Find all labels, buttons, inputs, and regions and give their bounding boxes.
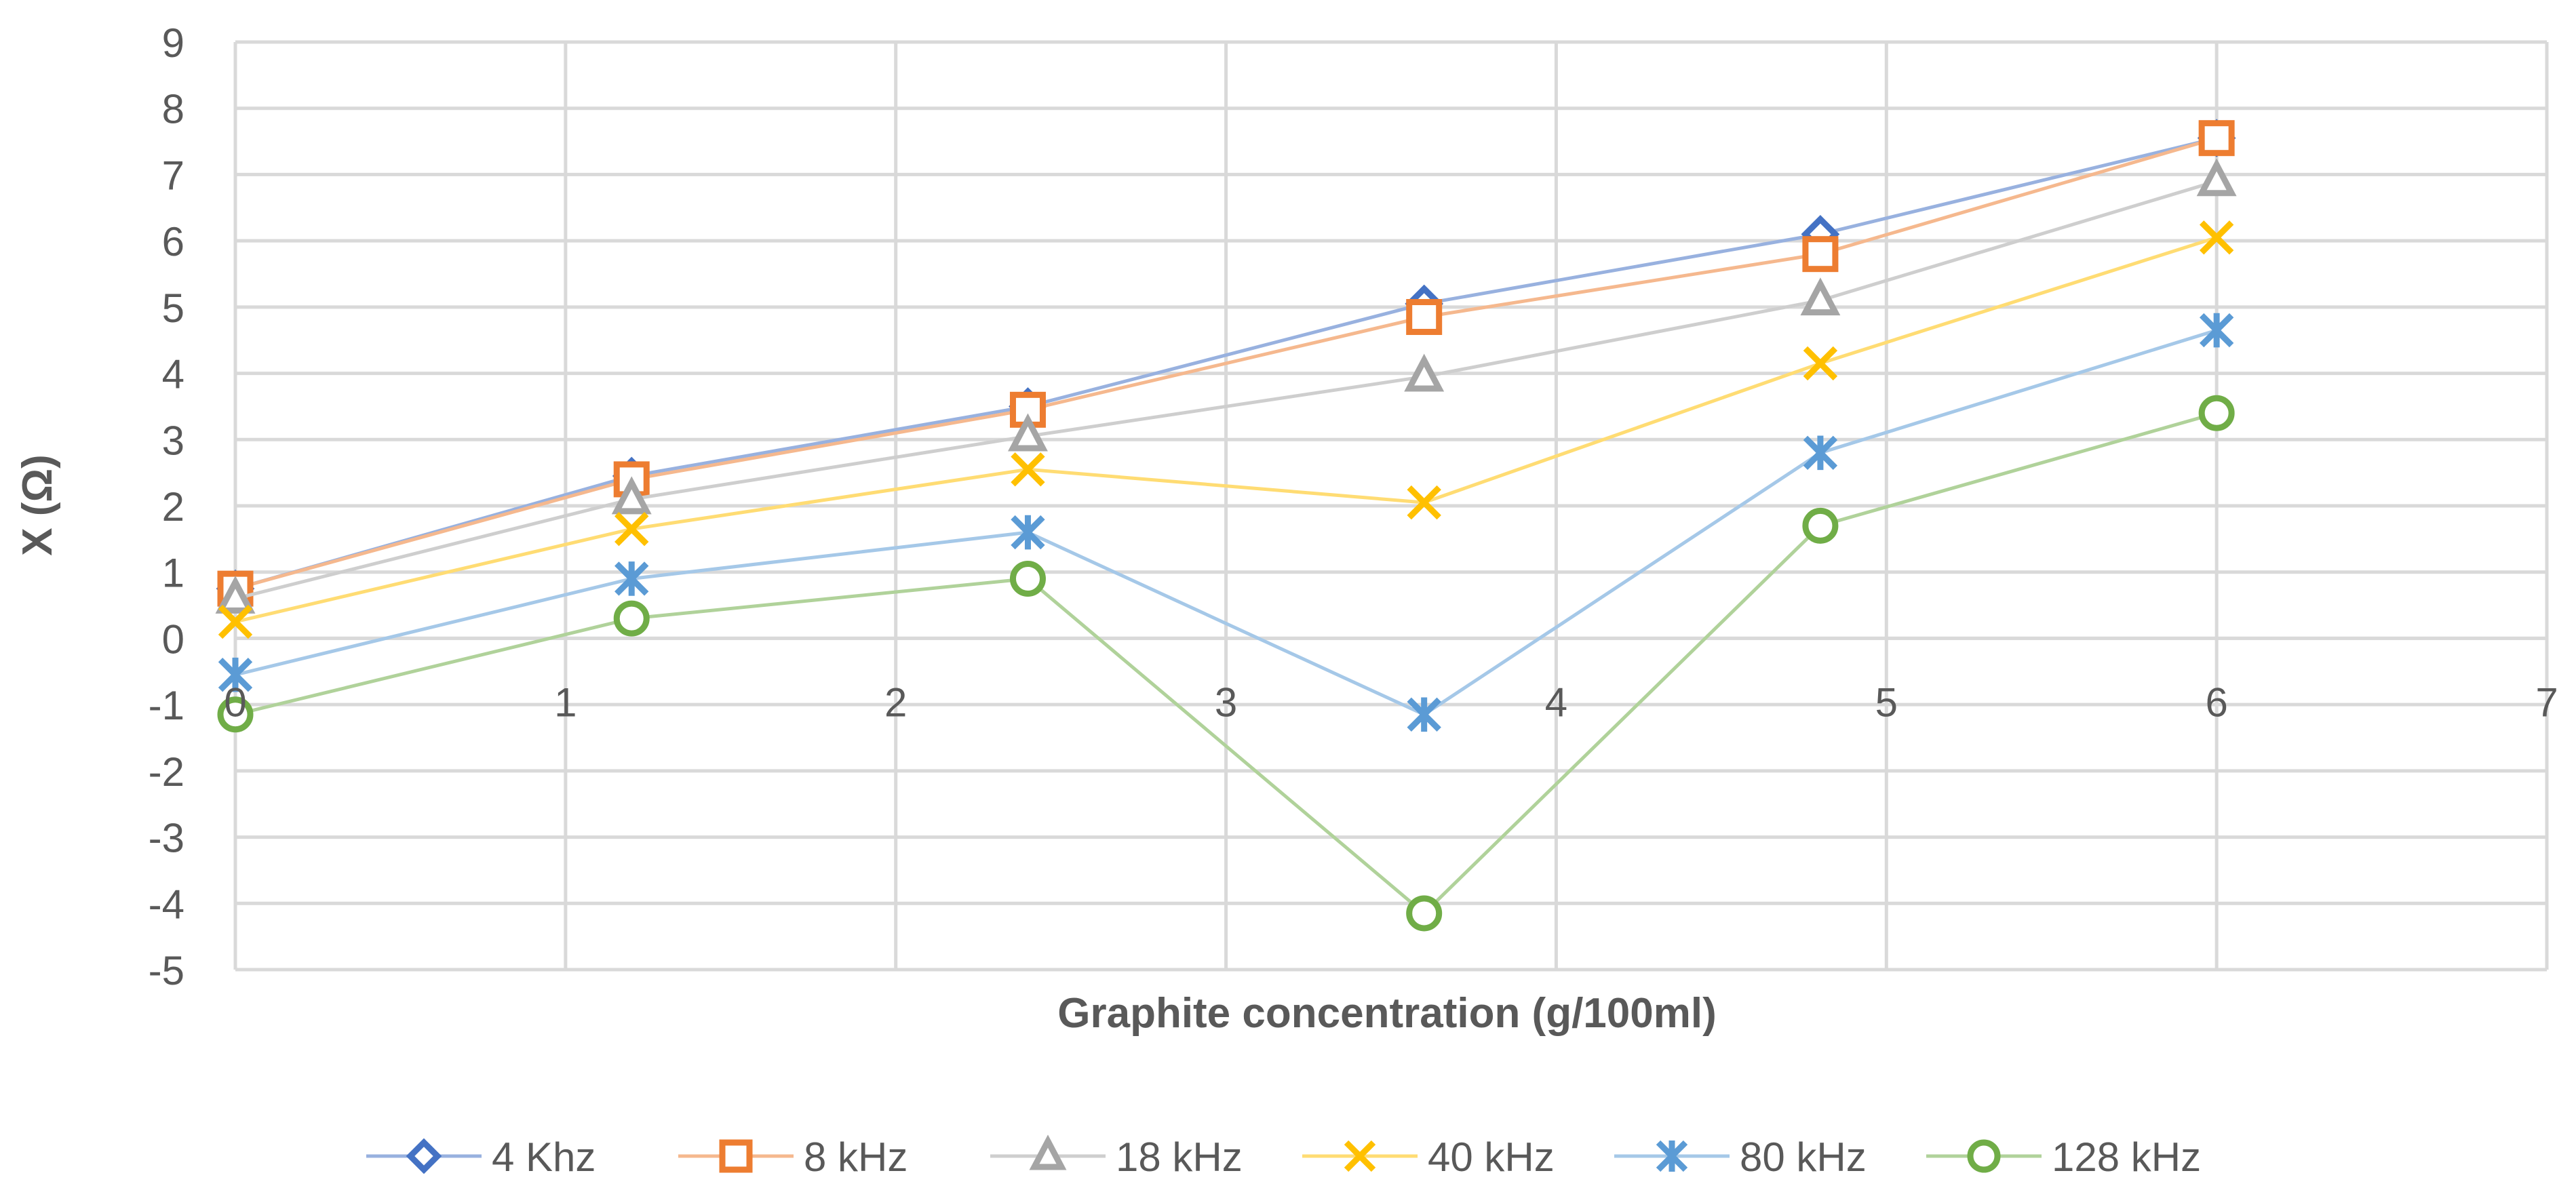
tick-labels: 9 8 7 6 5 4 3 2 1 0 -1 -2 -3 -4 -5 0 1 2 3 4 5 6 7: [149, 20, 2558, 993]
x-tick-label: 6: [2205, 679, 2227, 725]
data-point: [218, 657, 253, 692]
series-line: [235, 179, 2217, 601]
series-80-khz: [218, 313, 2234, 732]
y-tick-label: 0: [162, 616, 184, 662]
legend-marker: [719, 1139, 753, 1173]
series-128-khz: [217, 395, 2235, 932]
data-point: [217, 696, 254, 733]
data-point: [2198, 395, 2235, 431]
y-tick-label: 7: [162, 153, 184, 198]
legend-marker: [1967, 1139, 2001, 1173]
y-tick-label: -1: [149, 683, 184, 728]
legend-item: 128 kHz: [1926, 1134, 2201, 1180]
y-tick-label: 9: [162, 20, 184, 66]
legend-label: 18 kHz: [1116, 1134, 1243, 1180]
data-point: [1407, 697, 1441, 732]
data-point: [613, 600, 650, 637]
series-line: [235, 411, 2217, 916]
y-tick-label: 5: [162, 285, 184, 331]
legend: 4 Khz 8 kHz 18 kHz 40 kHz 80 kHz 128 kHz: [366, 1134, 2201, 1180]
y-tick-label: 8: [162, 87, 184, 132]
data-point: [1009, 560, 1046, 597]
legend-item: 18 kHz: [990, 1134, 1243, 1180]
data-point: [1008, 413, 1048, 452]
series-line: [235, 328, 2217, 717]
y-axis-title: X (Ω): [14, 454, 61, 556]
legend-item: 8 kHz: [678, 1134, 908, 1180]
x-tick-label: 2: [884, 679, 907, 725]
legend-label: 80 kHz: [1740, 1134, 1867, 1180]
data-point: [1802, 236, 1839, 273]
data-point: [218, 604, 253, 639]
legend-item: 4 Khz: [366, 1134, 596, 1180]
legend-item: 80 kHz: [1614, 1134, 1867, 1180]
x-tick-label: 0: [224, 679, 246, 725]
data-point: [1011, 515, 1045, 550]
series-layer: [215, 119, 2237, 932]
series-18-khz: [215, 158, 2237, 614]
data-point: [614, 512, 649, 547]
legend-label: 8 kHz: [804, 1134, 908, 1180]
x-tick-label: 5: [1875, 679, 1898, 725]
data-point: [1803, 435, 1838, 471]
series-40-khz: [218, 220, 2234, 639]
data-point: [2199, 313, 2234, 348]
series-line: [235, 235, 2217, 624]
x-tick-label: 1: [554, 679, 577, 725]
legend-marker: [406, 1138, 442, 1174]
y-tick-label: 3: [162, 418, 184, 463]
x-tick-label: 3: [1215, 679, 1237, 725]
y-tick-label: -3: [149, 816, 184, 861]
data-point: [611, 476, 652, 515]
data-point: [2196, 158, 2237, 197]
legend-label: 4 Khz: [492, 1134, 596, 1180]
legend-marker: [1029, 1134, 1067, 1170]
data-point: [1407, 485, 1441, 520]
data-point: [1802, 507, 1839, 544]
series-line: [235, 136, 2217, 591]
data-point: [1406, 299, 1443, 336]
grid: [233, 40, 2549, 972]
data-point: [2198, 120, 2235, 157]
legend-label: 128 kHz: [2052, 1134, 2201, 1180]
legend-label: 40 kHz: [1428, 1134, 1555, 1180]
data-point: [215, 575, 256, 614]
legend-item: 40 kHz: [1302, 1134, 1555, 1180]
data-point: [1011, 452, 1045, 487]
y-tick-label: -2: [149, 749, 184, 795]
data-point: [1404, 353, 1445, 392]
x-axis-title: Graphite concentration (g/100ml): [1057, 990, 1717, 1037]
x-tick-label: 7: [2535, 679, 2558, 725]
data-point: [1406, 895, 1443, 932]
legend-marker: [1344, 1140, 1376, 1172]
y-tick-label: 1: [162, 551, 184, 596]
y-tick-label: 6: [162, 219, 184, 264]
data-point: [614, 561, 649, 596]
data-point: [1803, 346, 1838, 381]
data-point: [1800, 277, 1841, 316]
y-tick-label: 4: [162, 352, 184, 397]
y-tick-label: 2: [162, 484, 184, 530]
x-tick-label: 4: [1545, 679, 1567, 725]
y-tick-label: -5: [149, 948, 184, 993]
y-tick-label: -4: [149, 881, 184, 927]
legend-marker: [1656, 1140, 1688, 1172]
data-point: [2199, 220, 2234, 255]
series-line: [235, 136, 2217, 591]
